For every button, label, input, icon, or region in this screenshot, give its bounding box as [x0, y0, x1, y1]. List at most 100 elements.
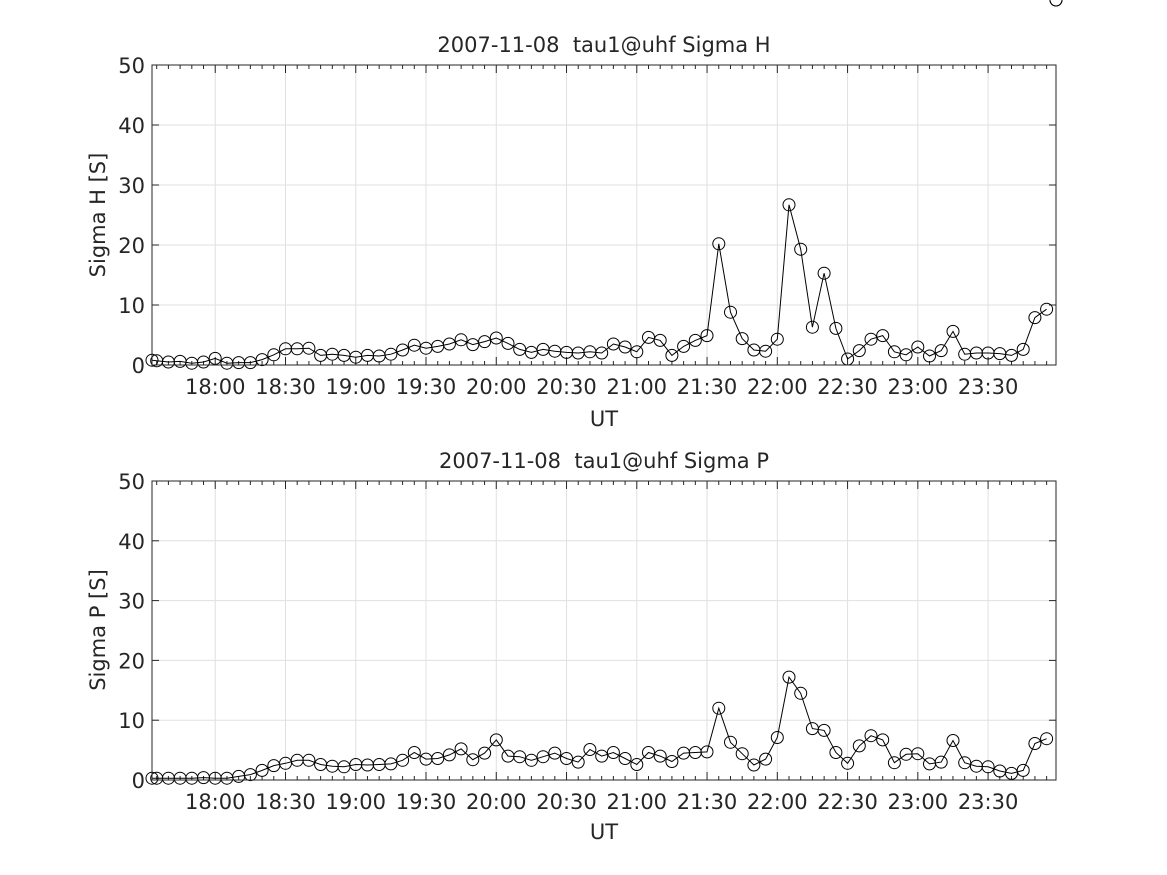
sigma-h-ticks: 0 10 20 30 40 50 18:00 18:30 19:00 19:30 20:00 20:3…: [118, 54, 1056, 399]
sigma-p-y-axis-label: Sigma P [S]: [86, 569, 110, 691]
sigma-h-data-point: [208, 351, 222, 365]
sigma-p-x-tick-label: 21:00: [607, 790, 668, 814]
sigma-p-data-point: [454, 742, 468, 756]
sigma-p-data-point: [735, 747, 749, 761]
sigma-h-data-point: [630, 345, 644, 359]
sigma-h-x-tick-label: 22:30: [817, 375, 878, 399]
sigma-p-data-point: [536, 750, 550, 764]
sigma-h-data-point: [442, 337, 456, 351]
sigma-p-x-tick-label: 23:00: [888, 790, 949, 814]
sigma-h-data-point: [267, 348, 281, 362]
sigma-h-x-tick-label: 23:30: [958, 375, 1019, 399]
sigma-h-data-point: [396, 343, 410, 357]
sigma-p-x-tick-label: 19:30: [396, 790, 457, 814]
sigma-h-data-point: [946, 324, 960, 338]
sigma-p-x-tick-label: 23:30: [958, 790, 1019, 814]
sigma-h-x-tick-label: 19:00: [325, 375, 386, 399]
sigma-p-data-point: [747, 758, 761, 772]
sigma-h-axes-box: [151, 64, 1057, 366]
sigma-h-x-tick-label: 23:00: [888, 375, 949, 399]
sigma-p-data-point: [981, 760, 995, 774]
sigma-p-data-point: [712, 701, 726, 715]
sigma-h-data-point: [255, 353, 269, 367]
sigma-p-data-point: [489, 733, 503, 747]
sigma-p-data-point: [841, 756, 855, 770]
sigma-h-data-point: [829, 321, 843, 335]
sigma-h-data-point: [852, 344, 866, 358]
sigma-h-data-point: [876, 329, 890, 343]
sigma-p-data-point: [583, 743, 597, 756]
sigma-p-data-point: [243, 768, 257, 782]
sigma-h-data-point: [899, 348, 913, 362]
sigma-p-data-point: [817, 723, 831, 737]
sigma-h-series: [145, 0, 1063, 370]
sigma-p-title: 2007-11-08 tau1@uhf Sigma P: [439, 449, 769, 473]
sigma-p-data-point: [384, 757, 398, 771]
sigma-p-data-point: [302, 753, 316, 767]
sigma-h-data-point: [735, 332, 749, 346]
sigma-h-y-tick-label: 10: [118, 294, 145, 318]
sigma-h-data-point: [489, 331, 503, 345]
sigma-h-data-point: [923, 349, 936, 363]
sigma-p-data-point: [548, 746, 562, 760]
sigma-p-data-point: [1016, 763, 1030, 777]
sigma-p-data-point: [829, 746, 843, 759]
sigma-h-data-point: [595, 346, 609, 360]
sigma-p-data-point: [1040, 732, 1054, 746]
sigma-h-data-point: [794, 242, 808, 256]
sigma-h-data-point: [1005, 348, 1018, 362]
sigma-p-data-point: [770, 731, 784, 744]
sigma-h-data-point: [759, 344, 773, 358]
sigma-p-data-point: [595, 749, 609, 763]
sigma-h-y-tick-label: 30: [118, 174, 145, 198]
sigma-h-y-tick-label: 20: [118, 234, 145, 258]
sigma-p-data-point: [1049, 0, 1063, 7]
sigma-h-title: 2007-11-08 tau1@uhf Sigma H: [437, 33, 770, 57]
sigma-h-x-tick-label: 20:00: [466, 375, 527, 399]
sigma-p-data-point: [642, 746, 655, 759]
sigma-p-y-tick-label: 10: [118, 709, 145, 733]
sigma-p-x-tick-label: 18:30: [255, 790, 316, 814]
sigma-h-y-tick-label: 0: [132, 354, 145, 378]
sigma-p-data-point: [946, 734, 960, 747]
sigma-p-data-point: [630, 758, 644, 771]
sigma-p-x-tick-label: 20:00: [466, 790, 527, 814]
sigma-h-data-point: [665, 348, 679, 362]
sigma-p-data-point: [396, 753, 410, 767]
sigma-h-data-point: [805, 320, 819, 334]
sigma-h-y-tick-label: 40: [118, 114, 145, 138]
sigma-h-x-tick-label: 20:30: [536, 375, 597, 399]
sigma-p-data-point: [724, 735, 737, 749]
sigma-h-data-point: [1016, 342, 1030, 356]
sigma-h-grid: [152, 65, 1056, 365]
sigma-h-y-axis-label: Sigma H [S]: [86, 153, 110, 278]
sigma-p-y-tick-label: 50: [118, 470, 145, 494]
sigma-p-data-point: [852, 739, 866, 753]
sigma-h-panel: 2007-11-08 tau1@uhf Sigma H Sigma H [S] …: [86, 0, 1063, 431]
sigma-p-grid: [152, 481, 1056, 780]
sigma-h-data-point: [466, 338, 480, 352]
sigma-p-data-point: [876, 733, 890, 747]
sigma-p-data-point: [442, 748, 456, 762]
sigma-p-data-point: [431, 752, 445, 765]
sigma-p-data-point: [618, 752, 632, 765]
sigma-h-data-point: [688, 333, 702, 347]
sigma-h-data-point: [911, 340, 925, 354]
sigma-h-data-point: [653, 333, 667, 347]
sigma-h-y-tick-label: 50: [118, 54, 145, 78]
sigma-p-data-point: [466, 753, 480, 767]
sigma-p-data-point: [794, 686, 808, 700]
sigma-p-x-tick-label: 22:30: [817, 790, 878, 814]
sigma-p-x-tick-label: 18:00: [185, 790, 246, 814]
sigma-h-data-point: [454, 333, 468, 347]
sigma-h-data-point: [1028, 311, 1042, 325]
sigma-h-data-point: [384, 347, 398, 361]
sigma-p-ticks: 0 10 20 30 40 50 18:00 18:30 19:00 19:30 20:00 20:3…: [118, 470, 1056, 814]
sigma-h-x-tick-label: 18:30: [255, 375, 316, 399]
sigma-p-x-tick-label: 20:30: [536, 790, 597, 814]
sigma-p-x-tick-label: 19:00: [325, 790, 386, 814]
sigma-p-data-point: [513, 750, 527, 764]
sigma-p-data-point: [864, 729, 878, 743]
sigma-p-data-point: [407, 746, 421, 759]
